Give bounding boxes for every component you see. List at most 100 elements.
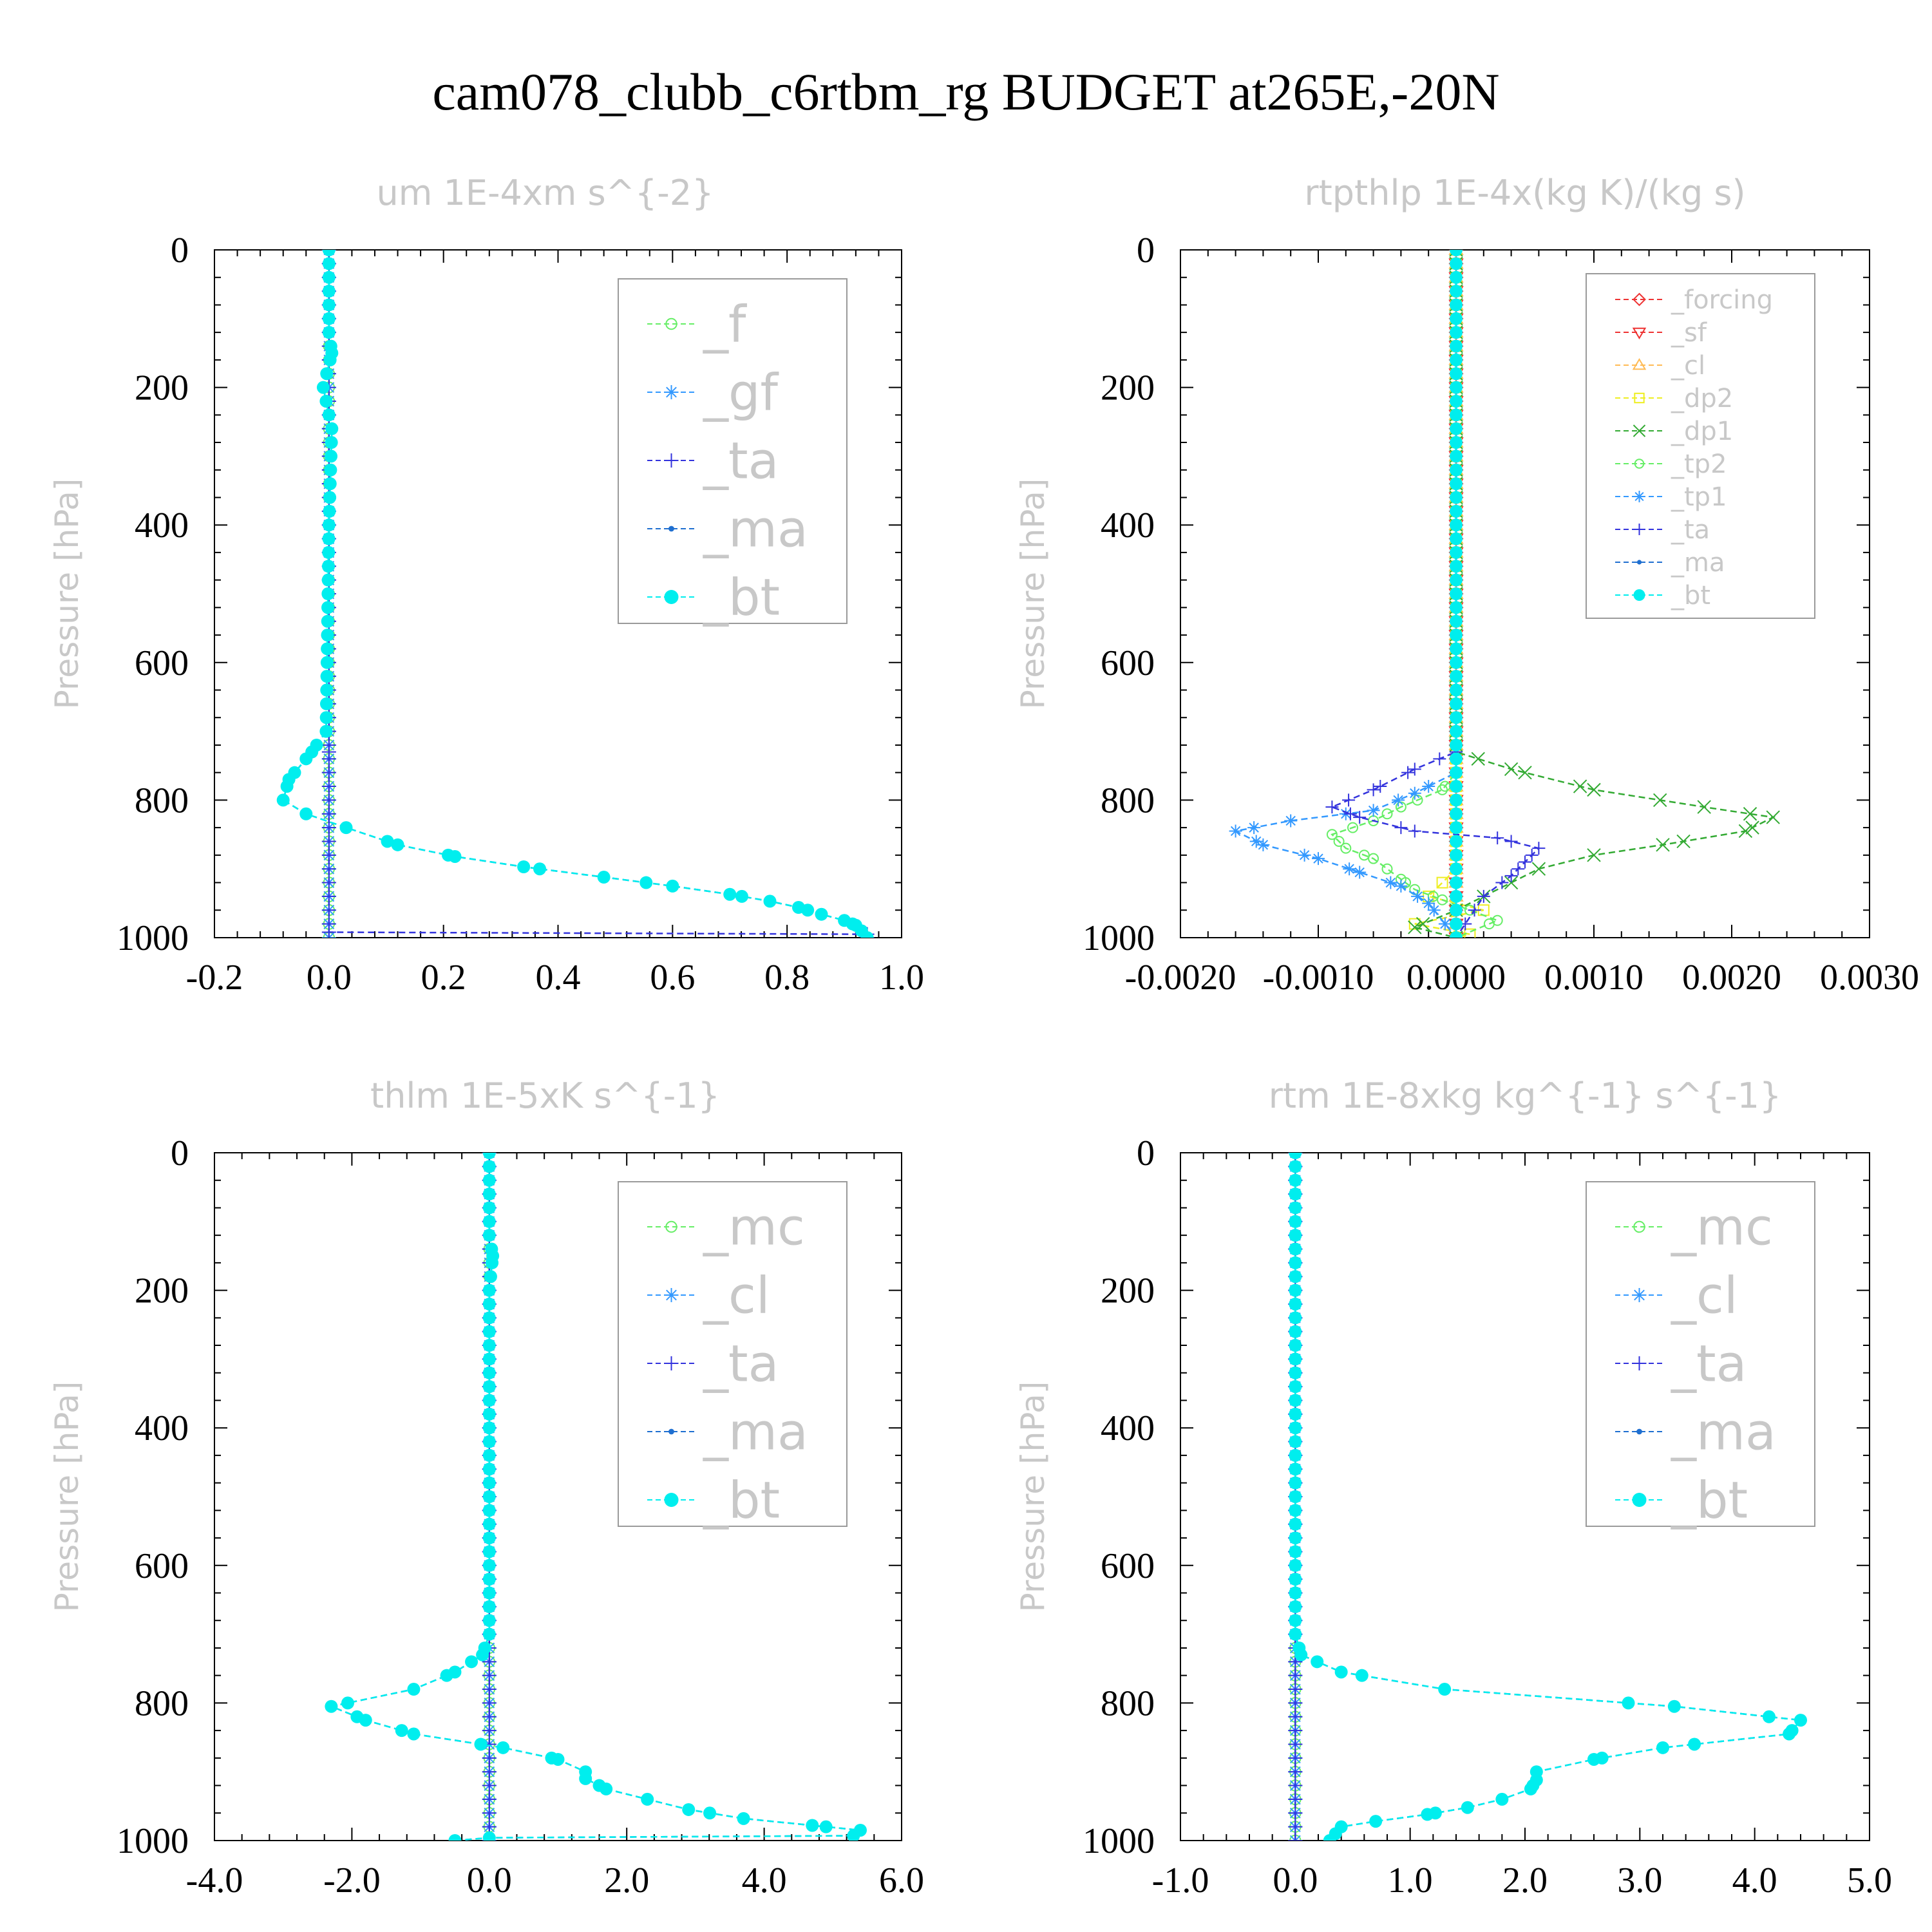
data-point xyxy=(1450,587,1463,600)
data-point xyxy=(1289,1545,1302,1558)
data-point xyxy=(1504,869,1518,882)
data-point xyxy=(482,1806,497,1821)
data-point xyxy=(1738,824,1753,838)
series-markers xyxy=(1229,250,1463,938)
data-point xyxy=(1427,891,1439,902)
series-group xyxy=(276,250,875,938)
data-point xyxy=(1450,766,1463,779)
series-line xyxy=(1330,250,1540,938)
data-point xyxy=(482,1831,496,1841)
x-tick-label: 0.0 xyxy=(1273,1861,1318,1900)
data-point xyxy=(1289,1490,1302,1503)
data-point xyxy=(482,1380,496,1394)
y-tick-label: 600 xyxy=(1101,643,1155,683)
y-axis-label: Pressure [hPa] xyxy=(1014,478,1052,710)
data-point xyxy=(1247,821,1261,835)
x-tick-label: 2.0 xyxy=(604,1861,649,1900)
data-point xyxy=(482,1188,496,1201)
data-point xyxy=(1436,876,1448,889)
data-point xyxy=(1450,326,1463,339)
y-tick-label: 600 xyxy=(135,1546,189,1586)
data-point xyxy=(1450,724,1463,738)
data-point xyxy=(1289,1600,1302,1613)
data-point xyxy=(1289,1573,1302,1586)
data-point xyxy=(1450,931,1463,938)
data-point xyxy=(323,353,337,366)
y-tick-label: 800 xyxy=(1101,1683,1155,1723)
x-tick-label: -0.0020 xyxy=(1125,958,1236,998)
data-point xyxy=(1289,1173,1302,1187)
data-point xyxy=(482,1476,496,1490)
data-point xyxy=(1229,824,1242,838)
data-point xyxy=(1288,1778,1303,1793)
data-point xyxy=(1495,1792,1509,1806)
data-point xyxy=(1289,1153,1302,1159)
series-group xyxy=(325,1153,867,1841)
data-point xyxy=(1416,916,1430,931)
legend-label: _bt xyxy=(1671,1472,1748,1530)
data-point xyxy=(322,518,336,532)
x-tick-label: 0.6 xyxy=(650,958,695,998)
series-line xyxy=(328,250,868,938)
data-point xyxy=(1450,711,1463,724)
data-point xyxy=(1381,808,1393,820)
data-point xyxy=(1450,862,1463,876)
legend-label: _ma xyxy=(703,1403,808,1461)
data-point xyxy=(1504,835,1518,848)
data-point xyxy=(474,1738,488,1751)
data-point xyxy=(482,1627,496,1641)
data-point xyxy=(321,573,335,587)
data-point xyxy=(1477,889,1490,903)
data-point xyxy=(1289,1256,1302,1269)
data-point xyxy=(1450,532,1463,545)
y-tick-label: 0 xyxy=(171,231,189,270)
series-line xyxy=(1233,250,1457,938)
data-point xyxy=(1450,367,1463,381)
data-point xyxy=(1450,793,1463,807)
data-point xyxy=(319,394,333,408)
data-point xyxy=(1450,614,1463,628)
data-point xyxy=(319,697,333,710)
y-tick-label: 600 xyxy=(135,643,189,683)
data-point xyxy=(1450,917,1463,931)
data-point xyxy=(482,1545,496,1558)
data-point xyxy=(482,1229,496,1242)
data-point xyxy=(1289,1297,1302,1311)
legend-label: _ma xyxy=(703,500,808,558)
data-point xyxy=(321,765,336,780)
series-group xyxy=(1288,1153,1807,1841)
data-point xyxy=(407,1727,421,1741)
legend-label: _forcing xyxy=(1671,285,1773,315)
data-point xyxy=(1374,780,1387,793)
y-axis-label: Pressure [hPa] xyxy=(1014,1381,1052,1613)
data-point xyxy=(1450,408,1463,422)
series-markers xyxy=(1408,250,1780,938)
data-point xyxy=(1438,1683,1452,1696)
data-point xyxy=(321,793,336,808)
series-markers xyxy=(280,250,871,938)
data-point xyxy=(482,1407,496,1421)
data-point xyxy=(482,1765,497,1779)
data-point xyxy=(1450,807,1463,820)
data-point xyxy=(322,532,336,545)
data-point xyxy=(482,1600,496,1613)
legend-box xyxy=(618,1181,848,1527)
legend-label: _ma xyxy=(1671,548,1725,578)
data-point xyxy=(1408,762,1421,776)
data-point xyxy=(682,1803,696,1816)
data-point xyxy=(322,285,336,298)
legend-marker xyxy=(1633,1220,1645,1233)
data-point xyxy=(1450,545,1463,559)
legend-marker xyxy=(1632,358,1647,370)
panel-title: thlm 1E-5xK s^{-1} xyxy=(370,1075,720,1116)
data-point xyxy=(1288,1806,1303,1821)
data-point xyxy=(1783,1727,1796,1741)
data-point xyxy=(1437,784,1448,795)
legend: _mc _cl _ta _ma _bt xyxy=(618,1181,848,1530)
data-point xyxy=(322,326,336,339)
legend: _mc _cl _ta _ma _bt xyxy=(1586,1181,1815,1530)
data-point xyxy=(1450,601,1463,614)
data-point xyxy=(1288,1750,1303,1765)
data-point xyxy=(1450,491,1463,504)
data-point xyxy=(1422,896,1435,910)
